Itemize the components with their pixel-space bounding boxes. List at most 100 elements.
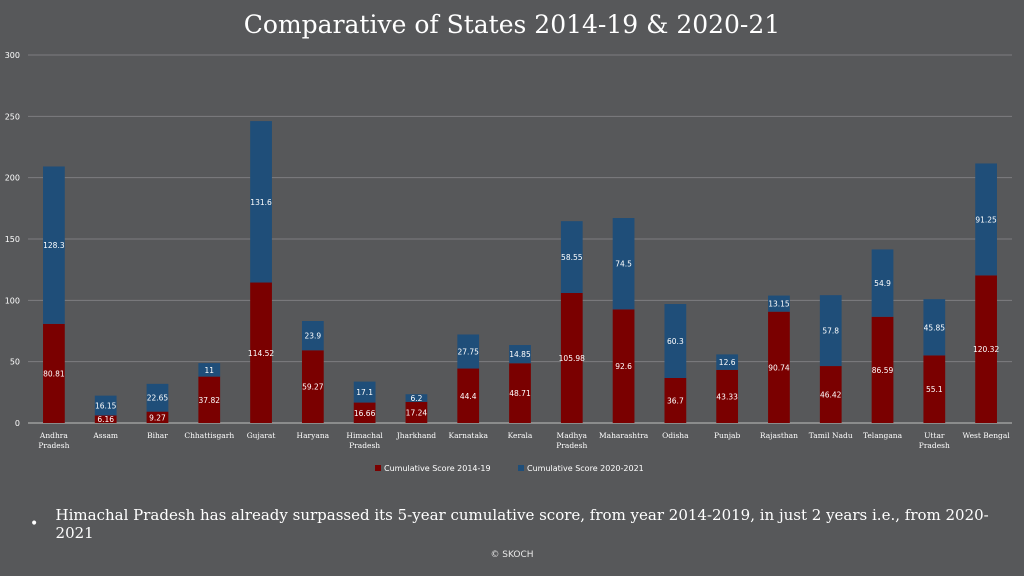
x-category-label: Madhya <box>557 431 588 440</box>
x-category-label: Pradesh <box>349 441 380 450</box>
y-tick-label: 100 <box>5 296 20 305</box>
data-label-2014-19: 9.27 <box>149 413 166 422</box>
data-label-2014-19: 37.82 <box>199 396 221 405</box>
bar-2020-21 <box>43 166 65 324</box>
bar-2020-21 <box>975 163 997 276</box>
x-category-label: Odisha <box>662 431 689 440</box>
bar-2014-19 <box>923 355 946 423</box>
x-category-label: Kerala <box>508 431 533 440</box>
data-label-2020-21: 74.5 <box>615 260 632 269</box>
x-category-label: Himachal <box>346 431 383 440</box>
x-category-label: Haryana <box>297 431 330 440</box>
bars <box>43 121 997 423</box>
bar-2014-19 <box>301 350 324 423</box>
data-label-2020-21: 91.25 <box>975 215 997 224</box>
data-label-2014-19: 55.1 <box>926 385 943 394</box>
data-label-2014-19: 59.27 <box>302 383 324 392</box>
data-label-2020-21: 23.9 <box>304 332 321 341</box>
data-label-2014-19: 48.71 <box>509 389 531 398</box>
bar-2020-21 <box>301 320 324 351</box>
legend: Cumulative Score 2014-19 Cumulative Score… <box>375 464 644 473</box>
data-labels: 80.81 128.3 6.16 16.15 9.27 22.65 37.82 11 114.5… <box>43 198 999 424</box>
bar-2014-19 <box>405 401 428 423</box>
bar-2014-19 <box>819 366 842 423</box>
data-label-2014-19: 43.33 <box>716 392 738 401</box>
legend-swatch <box>518 465 524 471</box>
data-label-2020-21: 57.8 <box>822 327 839 336</box>
bar-2014-19 <box>457 368 480 423</box>
bullet-point: • Himachal Pradesh has already surpassed… <box>30 506 1010 542</box>
legend-swatch <box>375 465 381 471</box>
bullet-symbol: • <box>30 516 39 532</box>
legend-label: Cumulative Score 2020-2021 <box>527 464 644 473</box>
bullet-text: Himachal Pradesh has already surpassed i… <box>55 506 989 542</box>
bar-2020-21 <box>146 383 169 412</box>
data-label-2020-21: 12.6 <box>719 358 736 367</box>
data-label-2020-21: 17.1 <box>356 388 373 397</box>
data-label-2014-19: 90.74 <box>768 363 790 372</box>
data-label-2020-21: 58.55 <box>561 253 583 262</box>
bar-2020-21 <box>871 249 894 317</box>
bar-2014-19 <box>198 376 221 423</box>
bar-2014-19 <box>43 323 65 423</box>
bar-2014-19 <box>250 282 272 423</box>
y-axis: 0 50 100 150 200 250 300 <box>5 51 20 428</box>
bar-2014-19 <box>768 311 790 423</box>
bar-2014-19 <box>664 377 687 423</box>
bar-2020-21 <box>405 394 428 402</box>
bar-2014-19 <box>612 309 635 423</box>
bar-2020-21 <box>94 395 117 416</box>
data-label-2014-19: 6.16 <box>97 415 114 424</box>
x-category-label: Andhra <box>39 431 68 440</box>
x-category-label: West Bengal <box>962 431 1010 440</box>
bar-2014-19 <box>560 292 583 423</box>
y-tick-label: 50 <box>10 358 20 367</box>
data-label-2014-19: 80.81 <box>43 369 65 378</box>
bar-2014-19 <box>94 415 117 423</box>
data-label-2020-21: 131.6 <box>250 198 272 207</box>
y-tick-label: 250 <box>5 112 20 121</box>
data-label-2014-19: 92.6 <box>615 362 632 371</box>
bar-2014-19 <box>716 369 739 423</box>
bar-2020-21 <box>768 295 790 312</box>
bar-2020-21 <box>457 334 480 369</box>
bar-2014-19 <box>146 411 169 423</box>
bar-2014-19 <box>871 316 894 423</box>
bar-2020-21 <box>250 121 272 283</box>
data-label-2014-19: 16.66 <box>354 409 376 418</box>
data-label-2020-21: 45.85 <box>924 323 946 332</box>
x-category-label: Jharkhand <box>396 431 437 440</box>
x-category-label: Maharashtra <box>599 431 649 440</box>
data-label-2014-19: 17.24 <box>406 408 428 417</box>
x-category-label: Pradesh <box>556 441 587 450</box>
x-category-label: Punjab <box>714 431 741 440</box>
data-label-2014-19: 105.98 <box>559 354 585 363</box>
x-category-label: Pradesh <box>38 441 69 450</box>
data-label-2014-19: 86.59 <box>872 366 894 375</box>
data-label-2020-21: 128.3 <box>43 241 65 250</box>
slide-title: Comparative of States 2014-19 & 2020-21 <box>243 10 781 39</box>
data-label-2020-21: 6.2 <box>410 394 422 403</box>
x-category-label: Pradesh <box>919 441 950 450</box>
copyright-footer: © SKOCH <box>490 550 534 560</box>
data-label-2014-19: 46.42 <box>820 391 842 400</box>
bar-2020-21 <box>923 299 946 356</box>
bar-2020-21 <box>716 354 739 370</box>
x-category-label: Assam <box>92 431 118 440</box>
bar-2020-21 <box>664 304 687 378</box>
data-label-2020-21: 13.15 <box>768 300 790 309</box>
bar-2014-19 <box>353 402 376 423</box>
x-category-label: Chhattisgarh <box>184 431 234 440</box>
x-category-label: Uttar <box>924 431 945 440</box>
bar-2020-21 <box>560 221 583 293</box>
bar-2020-21 <box>353 381 376 403</box>
data-label-2020-21: 16.15 <box>95 402 117 411</box>
bar-2020-21 <box>819 295 842 367</box>
data-label-2020-21: 14.85 <box>509 350 531 359</box>
bar-2020-21 <box>612 218 635 310</box>
bar-2014-19 <box>975 275 997 423</box>
data-label-2014-19: 36.7 <box>667 396 684 405</box>
x-category-label: Bihar <box>147 431 168 440</box>
data-label-2020-21: 60.3 <box>667 337 684 346</box>
